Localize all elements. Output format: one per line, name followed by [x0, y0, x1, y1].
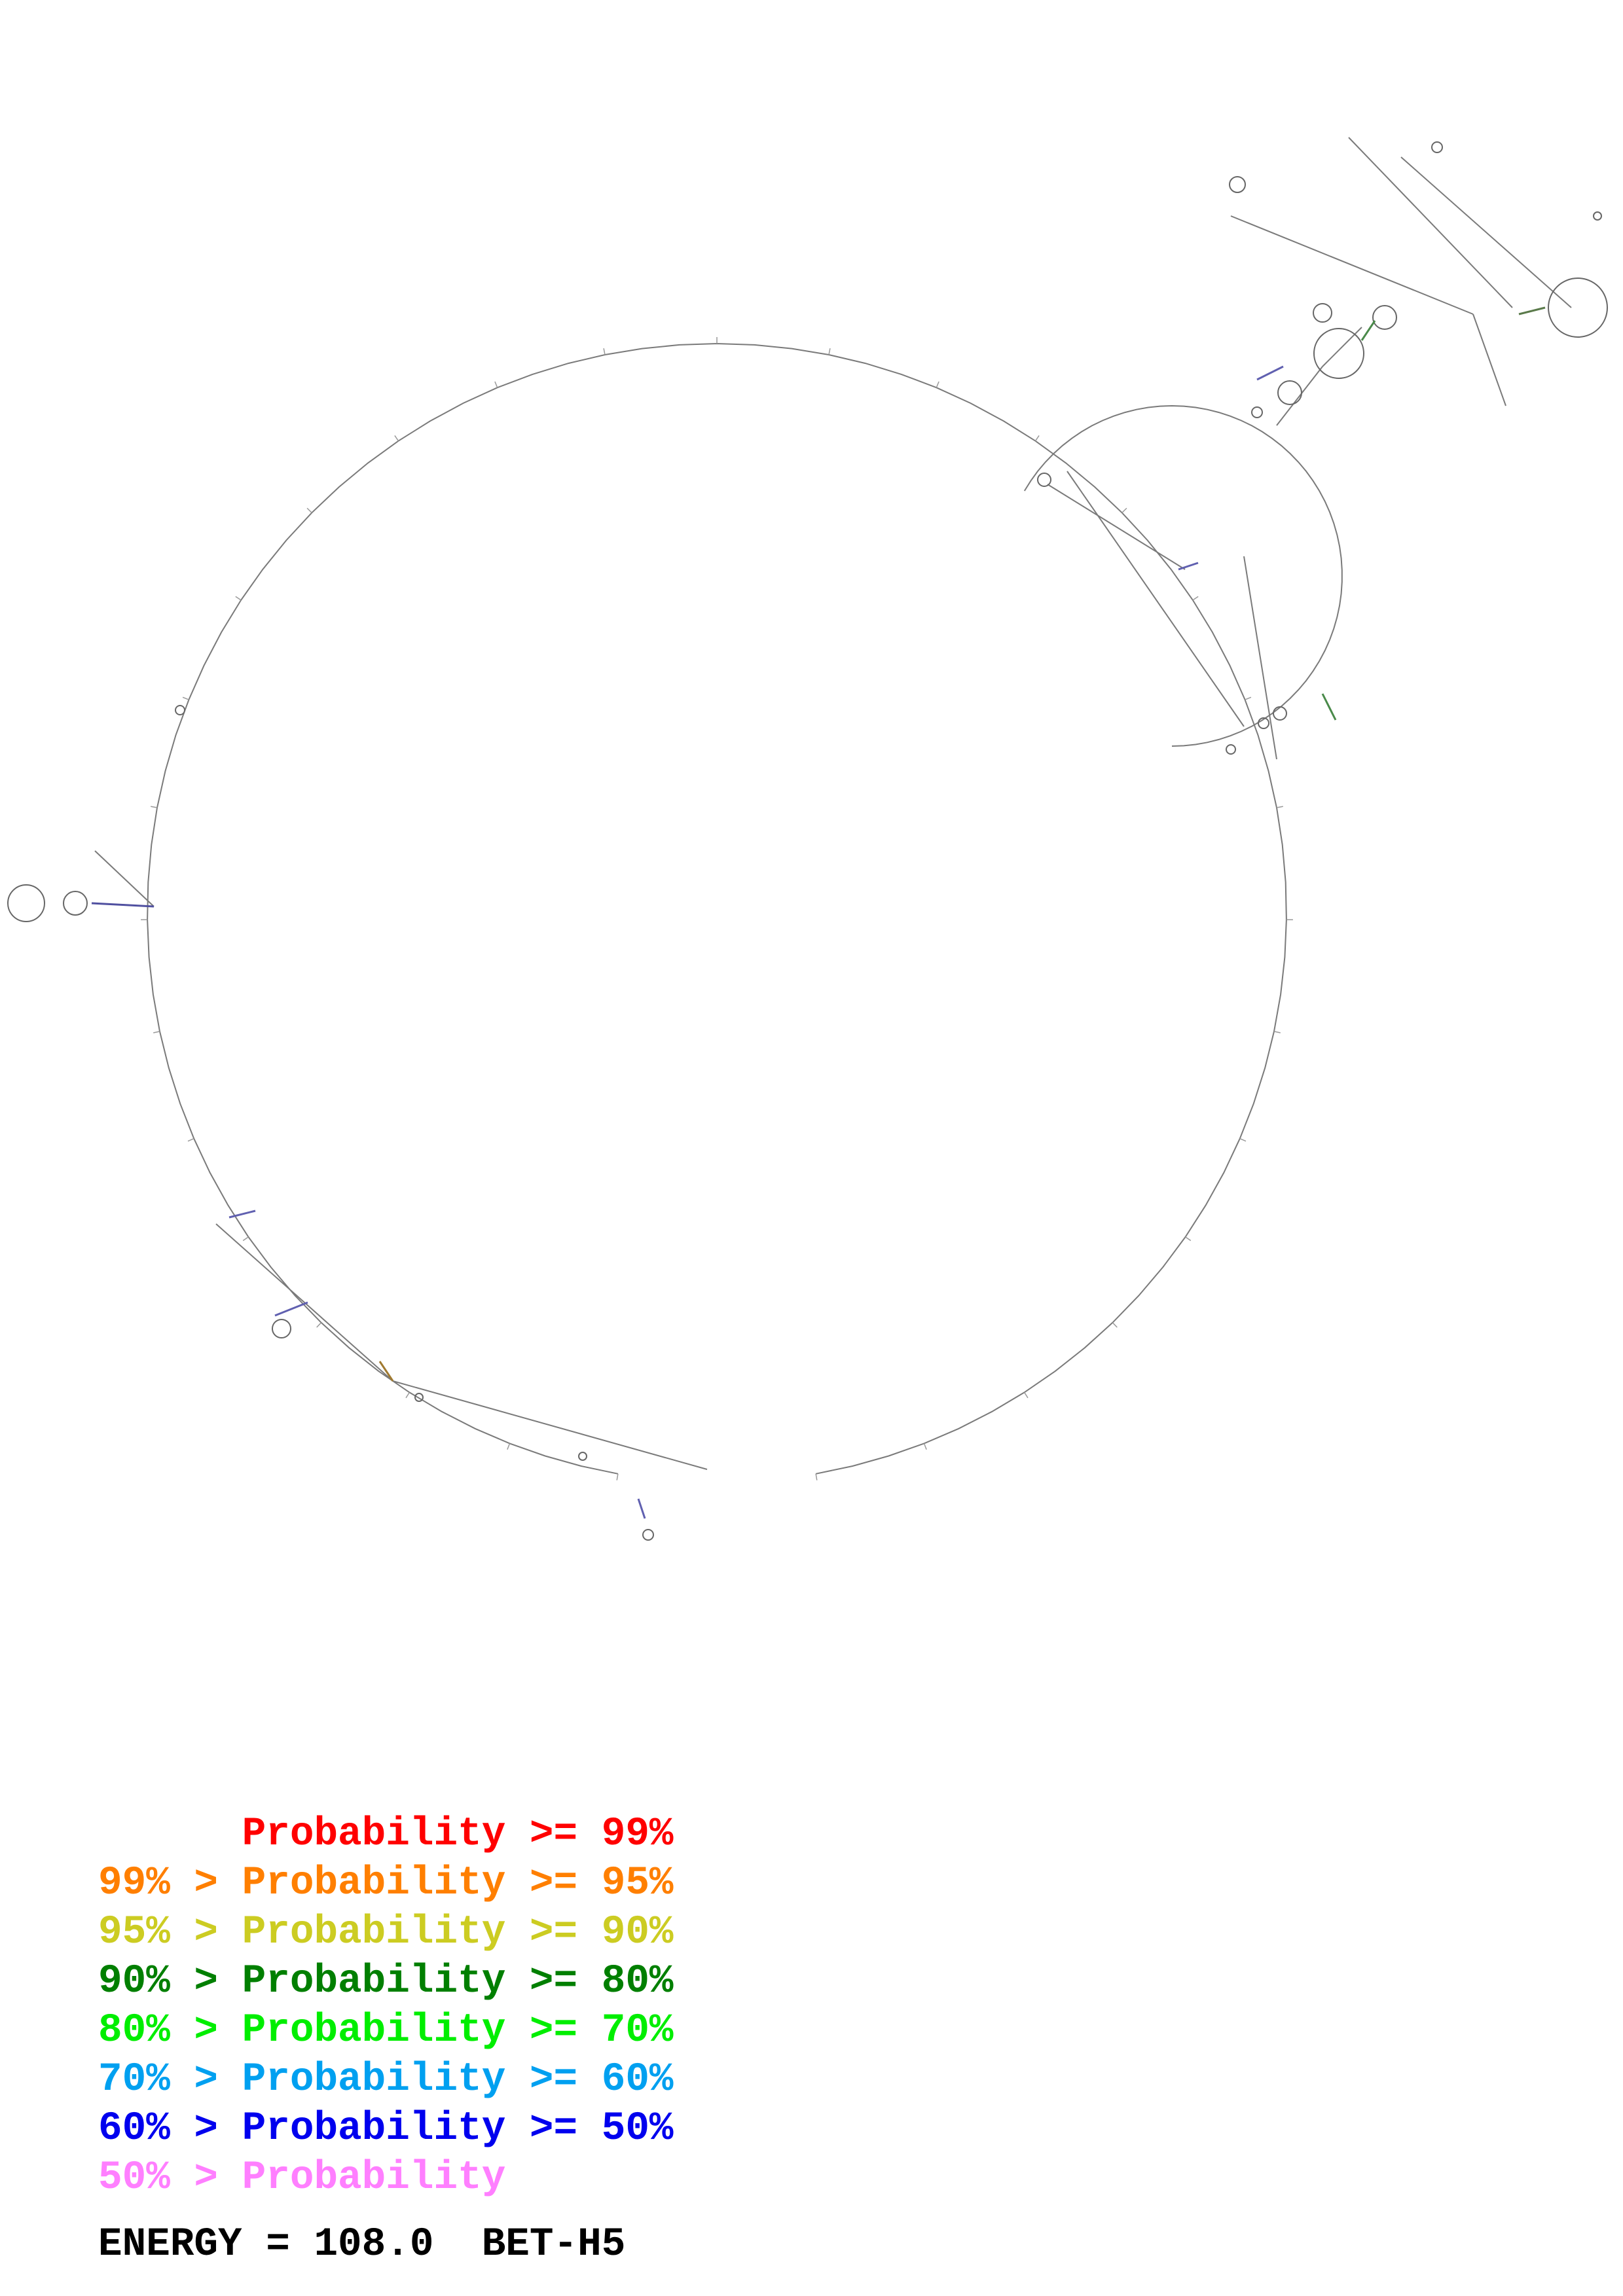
nucleotide-tick [1185, 1236, 1192, 1242]
hairpin-loop [1593, 211, 1602, 221]
base-pair-stem [637, 1498, 646, 1519]
nucleotide-tick [1276, 806, 1283, 808]
hairpin-loop [1258, 717, 1269, 729]
nucleotide-tick [316, 1322, 322, 1328]
nucleotide-tick [153, 1031, 160, 1033]
helix-branch [1230, 215, 1474, 315]
nucleotide-tick [936, 381, 939, 388]
hairpin-loop [1277, 380, 1302, 405]
helix-branch [1322, 327, 1362, 367]
nucleotide-tick [1034, 435, 1040, 442]
base-pair-stem [1178, 562, 1199, 571]
base-pair-stem [228, 1210, 256, 1219]
nucleotide-tick [235, 596, 242, 601]
base-pair-stem [1518, 306, 1546, 315]
nucleotide-tick [1245, 696, 1252, 700]
nucleotide-ticks [141, 337, 1293, 1480]
rna-secondary-structure-diagram [7, 137, 1608, 1541]
nucleotide-tick [507, 1443, 511, 1450]
nucleotide-tick [1192, 596, 1199, 601]
hairpin-loop [1431, 141, 1443, 153]
base-pair-stem [91, 902, 155, 908]
hairpin-loop [1229, 176, 1246, 193]
hairpin-loop [1037, 473, 1051, 487]
helix-branch [215, 1223, 393, 1382]
hairpin-loop [1313, 303, 1332, 323]
hairpin-loop [175, 705, 185, 715]
legend-entry: 99% > Probability >= 95% [98, 1861, 674, 1906]
nucleotide-tick [494, 381, 498, 388]
helix-branch [1067, 471, 1245, 727]
nucleotide-tick [1239, 1138, 1247, 1142]
base-pair-stem [1256, 365, 1284, 381]
nucleotide-tick [242, 1236, 249, 1242]
nucleotide-tick [828, 348, 831, 355]
main-loop-backbone [147, 342, 1287, 1475]
hairpin-loop [272, 1319, 291, 1338]
nucleotide-tick [616, 1473, 619, 1480]
hairpin-loop [642, 1529, 654, 1541]
hairpin-loop [1226, 744, 1236, 755]
nucleotide-tick [405, 1391, 410, 1399]
legend-entry: 60% > Probability >= 50% [98, 2106, 674, 2151]
structure-name: BET-H5 [481, 2222, 626, 2267]
legend-entry: 90% > Probability >= 80% [98, 1959, 674, 2004]
base-pair-stem [274, 1301, 308, 1317]
hairpin-loop [1313, 328, 1364, 379]
helix-branch [94, 850, 155, 907]
legend-entry: 70% > Probability >= 60% [98, 2057, 674, 2102]
legend-entry: 50% > Probability [98, 2155, 506, 2200]
energy-footer: ENERGY = 108.0 BET-H5 [98, 2222, 625, 2267]
hairpin-loop [578, 1452, 587, 1461]
energy-value: ENERGY = 108.0 [98, 2222, 434, 2267]
hairpin-loop [1273, 706, 1287, 721]
rna-backbone [94, 137, 1572, 1475]
base-pair-stem [378, 1361, 394, 1382]
nucleotide-tick [1273, 1031, 1281, 1033]
nucleotide-tick [1112, 1322, 1118, 1328]
base-pair-stem [1360, 320, 1376, 341]
nucleotide-tick [182, 696, 189, 700]
hairpin-loop [1251, 406, 1263, 418]
helix-branch [1276, 366, 1323, 426]
base-pair-stems [91, 306, 1546, 1519]
helix-branch [1047, 484, 1186, 570]
nucleotide-tick [151, 806, 158, 808]
legend-entry: Probability >= 99% [98, 1812, 674, 1857]
probability-legend: Probability >= 99% 99% > Probability >= 9… [98, 1810, 674, 2202]
hairpin-loop [414, 1393, 424, 1402]
nucleotide-tick [1122, 507, 1127, 513]
hairpin-loop [63, 891, 88, 916]
nucleotide-tick [815, 1473, 818, 1480]
base-pair-stem [1321, 693, 1337, 721]
hairpin-loop [1548, 278, 1608, 338]
nucleotide-tick [394, 435, 399, 442]
hairpin-loop [1372, 305, 1397, 330]
helix-branch [392, 1380, 708, 1470]
nucleotide-tick [306, 507, 312, 513]
helix-branch [1400, 156, 1572, 308]
nucleotide-tick [603, 348, 606, 355]
legend-entry: 95% > Probability >= 90% [98, 1910, 674, 1955]
helix-branch [1472, 314, 1506, 406]
legend-entry: 80% > Probability >= 70% [98, 2008, 674, 2053]
rna-hairpin-loops [7, 141, 1608, 1541]
nucleotide-tick [923, 1443, 927, 1450]
helix-branch [1348, 137, 1513, 308]
secondary-loop-backbone [1023, 404, 1343, 747]
nucleotide-tick [187, 1138, 194, 1142]
hairpin-loop [7, 884, 45, 922]
nucleotide-tick [1023, 1391, 1029, 1399]
helix-branch [1243, 556, 1277, 760]
